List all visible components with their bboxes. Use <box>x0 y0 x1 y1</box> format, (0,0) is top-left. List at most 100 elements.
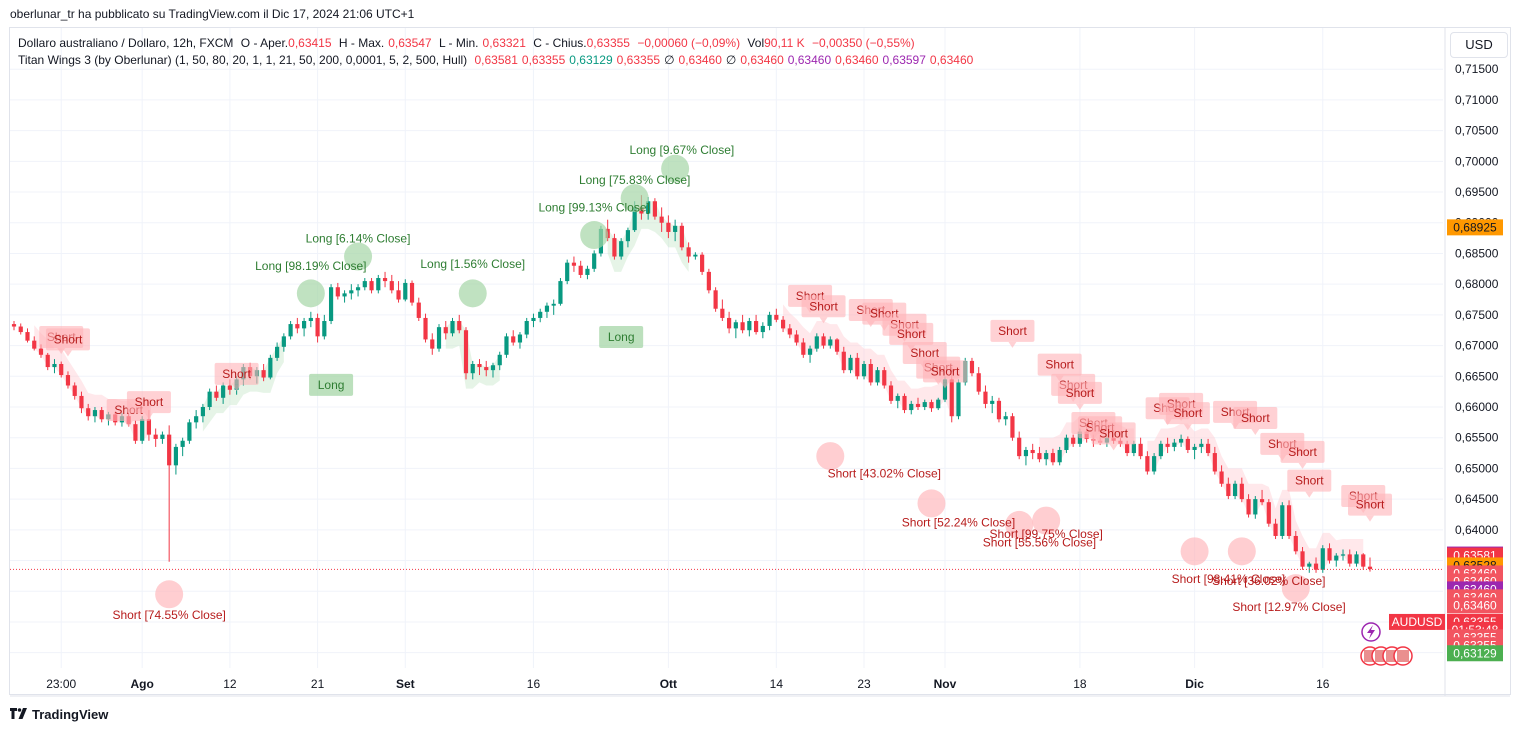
long-close-label: Long [9.67% Close] <box>630 143 735 157</box>
high-label: H - Max. 0,63547 <box>338 36 432 50</box>
indicator-value: 0,63355 <box>521 53 566 67</box>
candle-body <box>659 216 664 223</box>
short-signal-tag <box>1280 440 1325 463</box>
indicator-value: 0,63460 <box>929 53 974 67</box>
candle-body <box>1246 499 1251 515</box>
short-signal-tag-pointer <box>819 317 828 324</box>
short-signal-label: Short <box>998 324 1027 338</box>
short-signal-label: Short <box>1241 411 1270 425</box>
candle-body <box>693 254 698 257</box>
indicator-value: 0,63597 <box>882 53 926 67</box>
candle-body <box>1010 416 1015 438</box>
candle-body <box>173 446 179 466</box>
price-scale-tag-label: 0,68925 <box>1453 220 1497 234</box>
candle-body <box>639 207 644 214</box>
short-close-label: Short [43.02% Close] <box>828 467 941 481</box>
short-signal-tag <box>1037 353 1082 376</box>
short-close-label: Short [55.56% Close] <box>983 535 1096 549</box>
candle-body <box>767 314 772 326</box>
y-tick-label: 0,71000 <box>1455 93 1499 107</box>
price-scale-tag <box>1447 645 1503 662</box>
short-close-bubble <box>917 489 946 518</box>
candle-body <box>1064 437 1069 450</box>
short-signal-label: Short <box>1045 358 1074 372</box>
candle-body <box>713 290 718 309</box>
indicator-title: Titan Wings 3 (by Oberlunar) (1, 50, 80,… <box>18 53 468 67</box>
candle-body <box>888 385 894 401</box>
candle-body <box>153 434 158 439</box>
y-tick-label: 0,66500 <box>1455 369 1499 383</box>
short-signal-label: Short <box>1295 474 1324 488</box>
short-close-bubble <box>1227 537 1256 566</box>
candle-body <box>92 410 98 417</box>
short-signal-label: Short <box>1174 406 1203 420</box>
short-signal-tag-pointer <box>1075 403 1084 410</box>
candle-body <box>45 354 50 368</box>
candle-body <box>733 322 738 329</box>
candle-body <box>180 440 185 447</box>
candle-body <box>841 351 846 371</box>
ohlc-legend: Dollaro australiano / Dollaro, 12h, FXCM… <box>18 36 919 50</box>
candle-body <box>511 336 516 343</box>
candle-body <box>295 324 300 329</box>
short-signal-label: Short <box>1099 426 1128 440</box>
price-scale-tag <box>1447 597 1503 614</box>
x-tick-label: 23:00 <box>46 677 76 691</box>
currency-button[interactable]: USD <box>1450 32 1508 58</box>
candle-body <box>470 364 475 374</box>
candle-body <box>1037 453 1042 460</box>
candle-body <box>18 326 23 333</box>
candle-body <box>65 375 71 386</box>
chart-frame <box>9 27 1511 695</box>
candle-body <box>706 271 711 291</box>
x-tick-label: 14 <box>770 677 784 691</box>
candle-body <box>214 391 219 398</box>
indicator-value: 0,63129 <box>569 53 613 67</box>
candle-body <box>915 403 921 407</box>
candle-body <box>753 321 759 333</box>
candle-body <box>976 373 981 392</box>
candle-body <box>801 342 806 355</box>
candle-body <box>969 360 975 374</box>
price-scale-tag-label: 0,63129 <box>1453 646 1497 660</box>
candle-body <box>140 419 145 441</box>
candle-body <box>861 364 867 377</box>
candle-body <box>86 408 91 417</box>
candle-body <box>814 336 819 349</box>
candle-body <box>875 370 880 383</box>
long-close-label: Long [75.83% Close] <box>579 173 690 187</box>
candle-body <box>821 336 826 346</box>
volume-change: −0,00350 (−0,55%) <box>811 36 915 50</box>
publication-info: oberlunar_tr ha pubblicato su TradingVie… <box>10 7 415 21</box>
indicator-value: 0,63460 <box>787 53 832 67</box>
candle-body <box>1354 554 1359 564</box>
candle-body <box>1313 563 1319 570</box>
candle-body <box>774 314 779 320</box>
candle-body <box>1361 554 1366 567</box>
short-close-label: Short [36.02% Close] <box>1212 574 1325 588</box>
y-tick-label: 0,64500 <box>1455 492 1499 506</box>
candle-body <box>1179 438 1184 443</box>
short-signal-tag-pointer <box>1366 515 1374 522</box>
candle-body <box>308 317 313 322</box>
long-close-label: Long [98.19% Close] <box>255 259 366 273</box>
candle-body <box>396 290 401 300</box>
candle-body <box>1347 554 1352 564</box>
candle-body <box>1219 471 1224 484</box>
candle-body <box>1334 555 1339 561</box>
short-signal-tag-pointer <box>1109 444 1118 451</box>
candle-body <box>1145 456 1150 472</box>
x-tick-label: 16 <box>1316 677 1330 691</box>
candle-body <box>996 400 1002 420</box>
candle-body <box>794 334 799 343</box>
symbol-description: Dollaro australiano / Dollaro, 12h, FXCM <box>18 36 234 50</box>
candle-body <box>740 322 745 331</box>
candle-body <box>11 324 17 327</box>
candle-body <box>194 416 199 423</box>
x-tick-label: Nov <box>934 677 957 691</box>
candle-body <box>679 225 684 248</box>
candle-body <box>1239 483 1244 500</box>
indicator-value: 0,63460 <box>678 53 722 67</box>
y-tick-label: 0,70000 <box>1455 154 1499 168</box>
